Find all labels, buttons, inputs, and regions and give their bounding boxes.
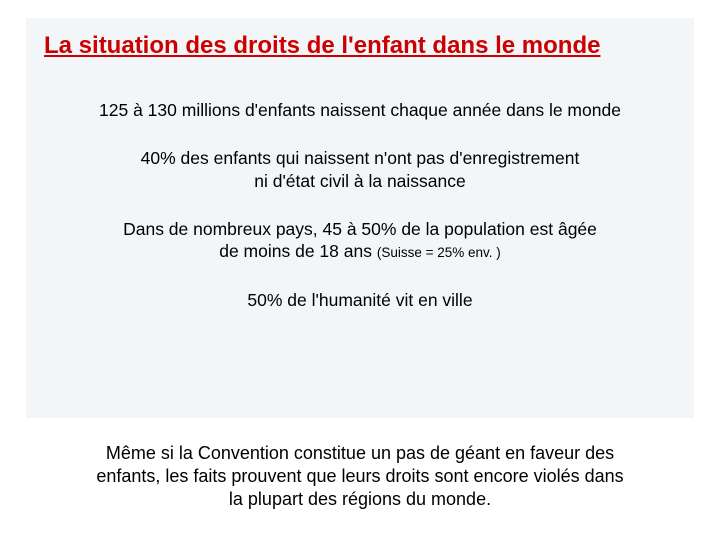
conclusion: Même si la Convention constitue un pas d… bbox=[36, 442, 684, 511]
fact-3-line2b: (Suisse = 25% env. ) bbox=[377, 245, 501, 260]
fact-2-line2: ni d'état civil à la naissance bbox=[254, 171, 466, 191]
fact-1-text: 125 à 130 millions d'enfants naissent ch… bbox=[99, 100, 621, 120]
fact-3: Dans de nombreux pays, 45 à 50% de la po… bbox=[44, 218, 676, 263]
fact-4: 50% de l'humanité vit en ville bbox=[44, 289, 676, 311]
fact-3-line1: Dans de nombreux pays, 45 à 50% de la po… bbox=[123, 219, 597, 239]
slide: La situation des droits de l'enfant dans… bbox=[0, 0, 720, 540]
fact-2: 40% des enfants qui naissent n'ont pas d… bbox=[44, 147, 676, 192]
conclusion-line3: la plupart des régions du monde. bbox=[229, 489, 491, 509]
fact-2-line1: 40% des enfants qui naissent n'ont pas d… bbox=[141, 148, 580, 168]
fact-4-text: 50% de l'humanité vit en ville bbox=[247, 290, 472, 310]
content-box: La situation des droits de l'enfant dans… bbox=[26, 18, 694, 418]
conclusion-line1: Même si la Convention constitue un pas d… bbox=[106, 443, 614, 463]
fact-3-line2a: de moins de 18 ans bbox=[219, 241, 377, 261]
slide-title: La situation des droits de l'enfant dans… bbox=[44, 32, 676, 61]
conclusion-line2: enfants, les faits prouvent que leurs dr… bbox=[96, 466, 623, 486]
fact-1: 125 à 130 millions d'enfants naissent ch… bbox=[44, 99, 676, 121]
